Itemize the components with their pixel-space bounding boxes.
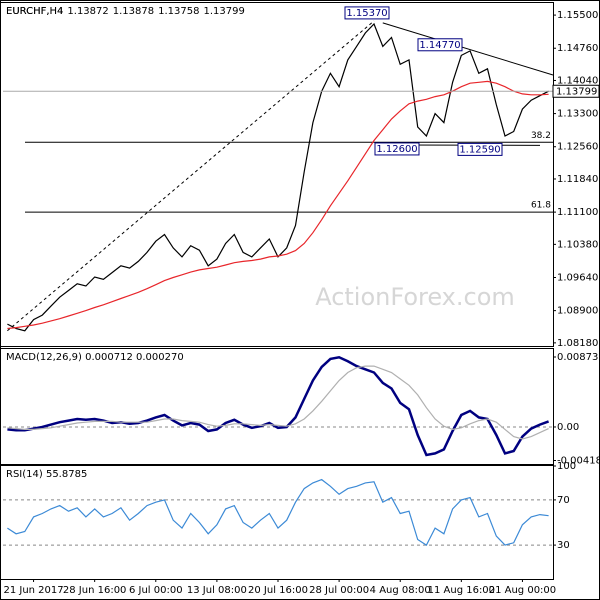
x-tick-label: 21 Jun 2017 <box>3 585 63 596</box>
annotation-label: 1.12600 <box>376 144 417 155</box>
series-line <box>7 355 550 457</box>
annotation-box <box>417 38 463 52</box>
y-tick-label: 1.08180 <box>557 338 598 349</box>
panel <box>0 348 554 465</box>
y-tick-label: 1.13300 <box>557 109 598 120</box>
y-tick-label: 100 <box>557 461 576 472</box>
annotation-label: 1.12590 <box>459 144 500 155</box>
x-tick-label: 28 Jul 00:00 <box>309 585 369 596</box>
y-tick-label: 1.14040 <box>557 75 598 86</box>
y-tick-label: 70 <box>557 495 570 506</box>
header-field: 1.13799 <box>203 6 244 17</box>
x-tick-label: 13 Jul 08:00 <box>187 585 247 596</box>
x-tick-label: 6 Jul 00:00 <box>129 585 183 596</box>
series-line <box>7 22 549 332</box>
y-tick-label: -0.004184 <box>557 456 600 467</box>
trend-line <box>382 22 554 76</box>
annotation-box <box>374 142 420 156</box>
x-tick-label: 28 Jun 16:00 <box>63 585 127 596</box>
panel <box>0 2 554 347</box>
y-tick-label: 1.15500 <box>557 10 598 21</box>
y-tick-label: 1.11840 <box>557 174 598 185</box>
header-field: 1.13758 <box>158 6 199 17</box>
y-tick-label: 0.008732 <box>557 352 600 363</box>
y-tick-label: 1.12560 <box>557 142 598 153</box>
header-field: 1.13878 <box>113 6 154 17</box>
header-field: 1.13872 <box>67 6 108 17</box>
x-tick-label: 11 Aug 16:00 <box>428 585 495 596</box>
y-tick-label: 1.08900 <box>557 306 598 317</box>
panel-title: EURCHF,H4 <box>6 6 63 17</box>
header-field: EURCHF,H4 <box>6 6 63 17</box>
series-line <box>7 80 549 330</box>
y-tick-label: 30 <box>557 540 570 551</box>
annotation-box <box>344 6 390 20</box>
panel <box>0 465 554 580</box>
x-tick-label: 21 Aug 00:00 <box>489 585 556 596</box>
annotation-label: 1.15370 <box>346 8 387 19</box>
y-tick-label: 1.11100 <box>557 207 598 218</box>
watermark: ActionForex.com <box>315 283 515 311</box>
x-tick-label: 4 Aug 08:00 <box>370 585 431 596</box>
fib-label: 61.8 <box>531 201 551 211</box>
y-tick-label: 0.00 <box>557 422 579 433</box>
panel-title: RSI(14) 55.8785 <box>6 469 87 480</box>
header: EURCHF,H4 1.13872 1.13878 1.13758 1.13799 <box>6 6 245 17</box>
current-price-label: 1.13799 <box>556 86 597 97</box>
series-line <box>7 365 549 440</box>
series-line <box>7 478 549 546</box>
y-tick-label: 1.09640 <box>557 272 598 283</box>
annotation-label: 1.14770 <box>419 40 460 51</box>
fib-label: 38.2 <box>531 131 551 141</box>
trend-line <box>7 20 375 332</box>
panel-title: MACD(12,26,9) 0.000712 0.000270 <box>6 352 184 363</box>
y-tick-label: 1.14760 <box>557 43 598 54</box>
y-tick-label: 1.10380 <box>557 239 598 250</box>
current-price-box <box>552 84 600 98</box>
x-tick-label: 20 Jul 16:00 <box>248 585 308 596</box>
annotation-box <box>457 142 503 156</box>
